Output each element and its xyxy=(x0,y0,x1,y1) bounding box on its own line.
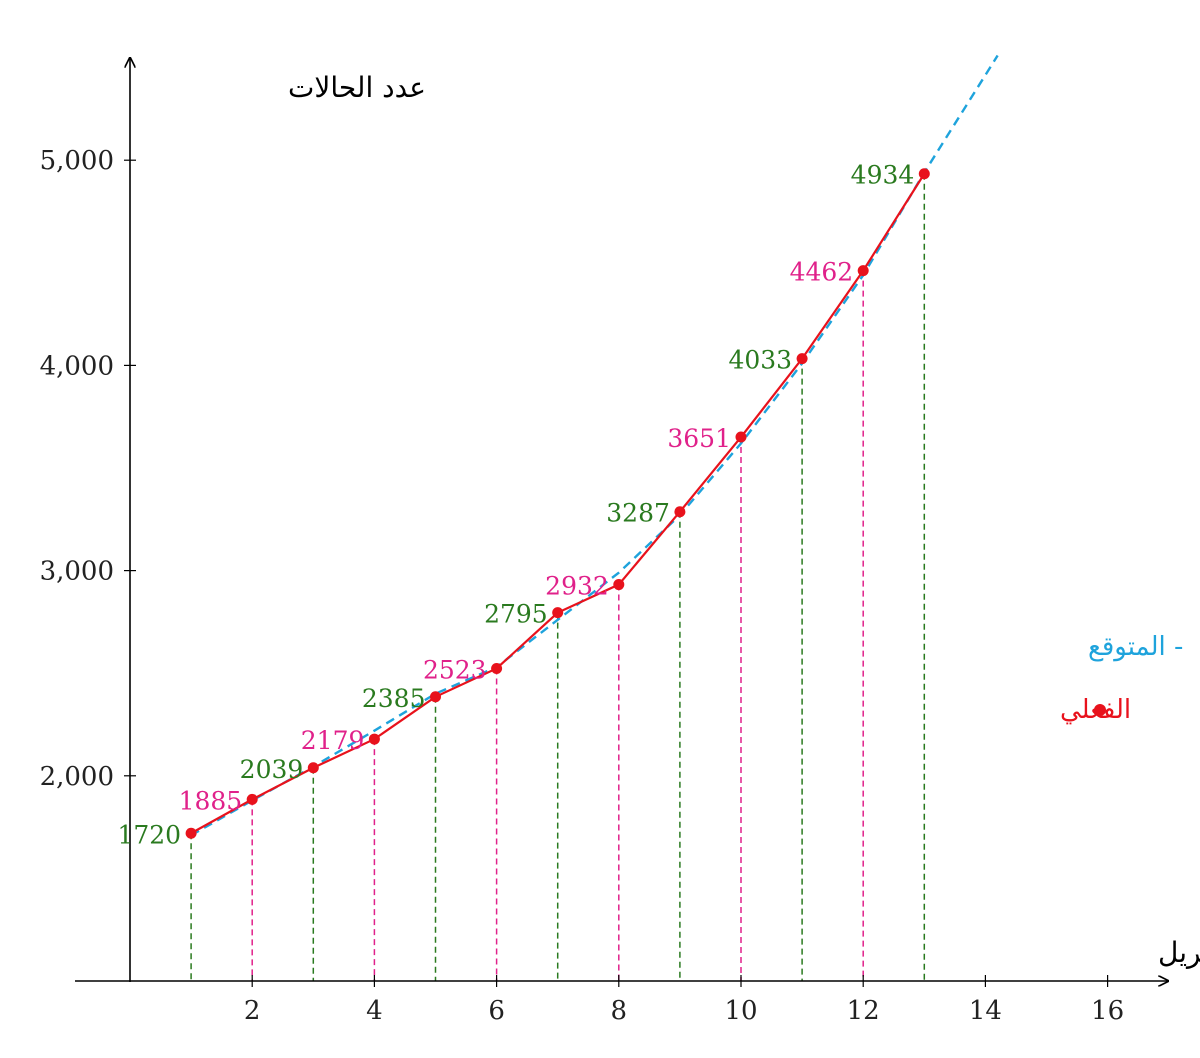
y-tick-label: 3,000 xyxy=(40,557,114,587)
y-tick-label: 4,000 xyxy=(40,351,114,381)
data-point xyxy=(307,762,319,774)
x-axis-title: إبريل xyxy=(1158,936,1200,969)
data-point xyxy=(246,793,258,805)
data-label: 3287 xyxy=(606,499,670,528)
legend-label-expected: - المتوقع xyxy=(1088,632,1183,662)
data-point xyxy=(552,607,564,619)
y-axis-title: عدد الحالات xyxy=(288,71,426,104)
data-point xyxy=(430,691,441,703)
y-tick-label: 2,000 xyxy=(40,762,114,792)
legend-label-actual: الفعلي xyxy=(1060,695,1131,725)
data-point xyxy=(185,827,197,839)
data-point xyxy=(735,431,747,443)
data-label: 4462 xyxy=(790,258,854,287)
x-tick-label: 10 xyxy=(724,996,757,1026)
x-tick-label: 16 xyxy=(1091,996,1124,1026)
series-line-expected xyxy=(190,54,999,837)
series-layer xyxy=(185,54,999,839)
data-label: 4033 xyxy=(728,346,792,375)
data-point xyxy=(368,733,380,745)
ticks: 2 4 6 8 10 12 14 16 2,000 3,000 4,000 5,000 xyxy=(40,146,1125,1026)
data-point xyxy=(918,168,930,180)
data-point xyxy=(857,265,869,277)
data-label: 1720 xyxy=(117,820,181,849)
data-point xyxy=(491,662,503,674)
y-tick-label: 5,000 xyxy=(40,146,114,176)
x-tick-label: 2 xyxy=(244,996,261,1026)
x-tick-label: 8 xyxy=(611,996,628,1026)
data-label: 2523 xyxy=(423,655,487,684)
data-point xyxy=(613,579,625,591)
x-tick-label: 12 xyxy=(847,996,880,1026)
x-tick-label: 14 xyxy=(969,996,1002,1026)
data-label: 3651 xyxy=(667,424,731,453)
data-point xyxy=(674,506,686,518)
data-label: 2385 xyxy=(362,684,426,713)
x-tick-label: 6 xyxy=(488,996,505,1026)
data-label: 2039 xyxy=(240,755,304,784)
x-tick-label: 4 xyxy=(366,996,383,1026)
data-label: 2179 xyxy=(301,726,365,755)
data-label: 2932 xyxy=(545,572,609,601)
data-label: 1885 xyxy=(179,786,243,815)
data-point xyxy=(796,353,808,365)
data-label: 4934 xyxy=(851,161,915,190)
data-label: 2795 xyxy=(484,600,548,629)
drop-lines xyxy=(190,173,926,981)
legend: - المتوقع الفعلي xyxy=(1060,632,1183,725)
legend-dot-actual xyxy=(1094,704,1106,716)
